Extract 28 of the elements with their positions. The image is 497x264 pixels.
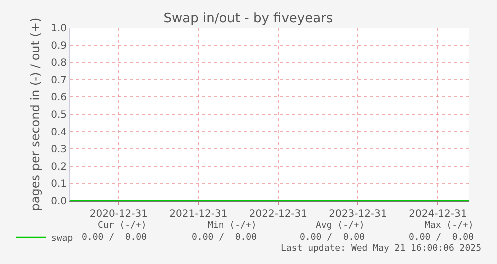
y-axis-title: pages per second in (-) / out (+) [28,18,42,212]
y-tick-label: 0.2 [51,162,67,173]
text: 0.00 / 0.00 [82,233,148,243]
text: Min (-/+) [208,221,257,231]
y-tick-label: 0.0 [51,196,67,208]
text: Avg (-/+) [316,221,365,231]
legend-label: swap [51,234,74,244]
x-tick-label: 2021-12-31 [170,209,228,220]
y-tick-label: 1.0 [51,24,67,34]
x-tick-label: 2022-12-31 [249,209,308,220]
chart-title: Swap in/out - by fiveyears [164,12,334,27]
text: Max (-/+) [425,221,474,231]
text: Last update: Wed May 21 16:00:06 2025 [281,244,482,254]
y-tick-label: 0.7 [51,75,67,86]
y-tick-label: 0.9 [51,40,67,52]
text: 0.00 / 0.00 [409,233,474,243]
y-tick-label: 0.6 [51,92,67,104]
x-tick-label: 2020-12-31 [90,209,148,220]
y-tick-label: 0.1 [51,179,67,190]
text: Cur (-/+) [98,221,147,231]
text: 0.00 / 0.00 [192,233,258,243]
y-tick-label: 0.8 [51,58,67,70]
text: 0.00 / 0.00 [300,233,366,243]
x-tick-label: 2024-12-31 [409,209,468,220]
y-tick-label: 0.5 [51,110,67,121]
y-tick-label: 0.4 [51,127,67,138]
x-tick-label: 2023-12-31 [329,209,388,220]
y-tick-label: 0.3 [51,144,67,156]
